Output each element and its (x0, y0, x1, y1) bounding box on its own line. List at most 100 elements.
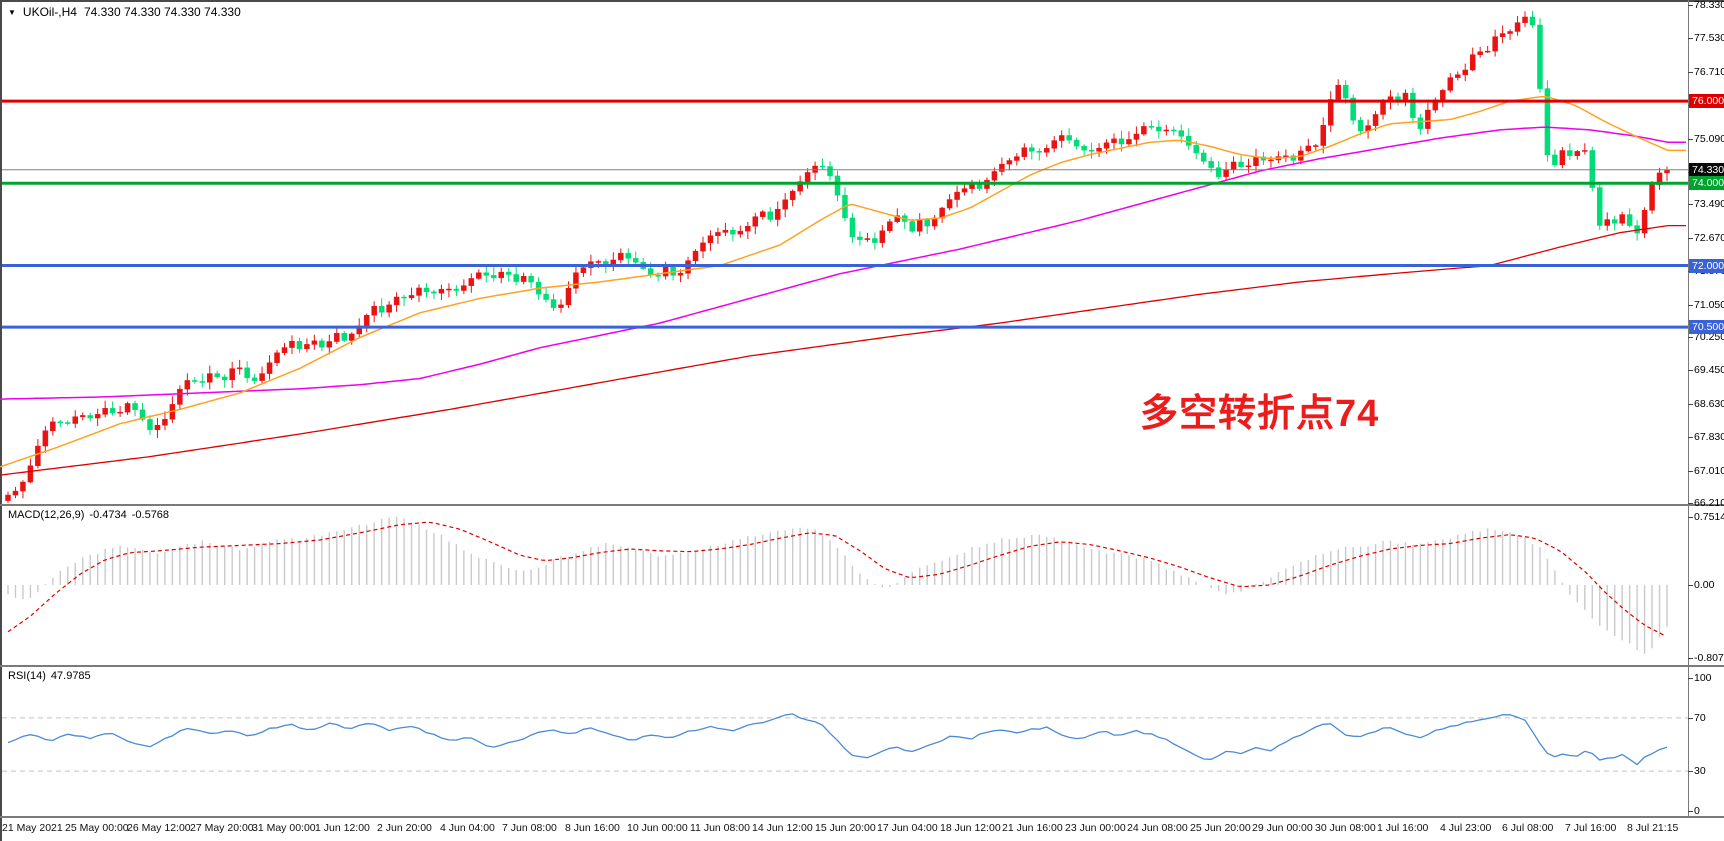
time-label: 4 Jul 23:00 (1440, 822, 1492, 834)
price-tick-label: 67.830 (1694, 431, 1724, 443)
price-tick-mark (1688, 238, 1693, 239)
price-tick-label: 78.330 (1694, 0, 1724, 11)
price-tick-mark (1688, 404, 1693, 405)
time-label: 7 Jul 16:00 (1565, 822, 1617, 834)
time-label: 8 Jul 21:15 (1627, 822, 1679, 834)
price-tick-mark (1688, 204, 1693, 205)
time-label: 4 Jun 04:00 (440, 822, 495, 834)
price-tick-label: 66.210 (1694, 497, 1724, 509)
price-badge-74.000: 74.000 (1689, 176, 1724, 190)
time-label: 17 Jun 04:00 (877, 822, 938, 834)
time-label: 25 May 00:00 (65, 822, 129, 834)
price-tick-label: 71.050 (1694, 299, 1724, 311)
price-tick-mark (1688, 437, 1693, 438)
time-label: 11 Jun 08:00 (690, 822, 750, 834)
time-label: 14 Jun 12:00 (752, 822, 813, 834)
time-label: 2 Jun 20:00 (377, 822, 432, 834)
time-label: 25 Jun 20:00 (1190, 822, 1251, 834)
rsi-tick-mark (1688, 811, 1693, 812)
macd-value-signal: -0.5768 (131, 509, 170, 521)
window-border-top (0, 0, 1724, 2)
rsi-label: RSI(14) 47.9785 (8, 670, 91, 682)
price-tick-mark (1688, 139, 1693, 140)
panel-divider-macd-rsi[interactable] (0, 665, 1724, 667)
annotation-text: 多空转折点74 (1140, 393, 1380, 435)
time-label: 26 May 12:00 (127, 822, 191, 834)
ma-slow-line (0, 224, 1686, 476)
price-tick-label: 72.670 (1694, 232, 1724, 244)
time-label: 10 Jun 00:00 (627, 822, 688, 834)
price-tick-mark (1688, 370, 1693, 371)
rsi-tick-label: 100 (1694, 672, 1712, 684)
ma-fast-line (0, 95, 1686, 468)
price-tick-mark (1688, 305, 1693, 306)
time-label: 29 Jun 00:00 (1252, 822, 1313, 834)
rsi-tick-mark (1688, 718, 1693, 719)
price-badge-76.000: 76.000 (1689, 94, 1724, 108)
time-label: 15 Jun 20:00 (815, 822, 876, 834)
price-tick-mark (1688, 503, 1693, 504)
rsi-tick-label: 0 (1694, 805, 1700, 817)
rsi-levels (2, 717, 1688, 772)
rsi-canvas[interactable] (0, 667, 1724, 816)
chart-header: ▼ UKOil-,H4 74.330 74.330 74.330 74.330 (8, 5, 241, 19)
time-label: 21 May 2021 (2, 822, 63, 834)
macd-canvas[interactable] (0, 506, 1724, 665)
macd-label: MACD(12,26,9) -0.4734 -0.5768 (8, 509, 169, 521)
price-tick-mark (1688, 38, 1693, 39)
price-tick-label: 73.490 (1694, 198, 1724, 210)
price-tick-label: 69.450 (1694, 364, 1724, 376)
horizontal-levels-layer[interactable] (2, 99, 1688, 329)
time-label: 8 Jun 16:00 (565, 822, 620, 834)
ohlc-quotes: 74.330 74.330 74.330 74.330 (83, 5, 241, 19)
price-tick-label: 67.010 (1694, 465, 1724, 477)
macd-tick-mark (1688, 585, 1693, 586)
ma-mid-line (0, 126, 1686, 400)
macd-value-main: -0.4734 (89, 509, 127, 521)
time-label: 6 Jul 08:00 (1502, 822, 1554, 834)
symbol-label: UKOil-,H4 (22, 5, 77, 19)
main-chart-canvas[interactable] (0, 0, 1724, 504)
rsi-tick-label: 30 (1694, 765, 1706, 777)
price-badge-70.500: 70.500 (1689, 320, 1724, 334)
macd-tick-label: 0.00 (1694, 579, 1715, 591)
candles-layer (5, 10, 1670, 504)
price-tick-label: 70.250 (1694, 331, 1724, 343)
window-border-left (0, 0, 2, 841)
rsi-tick-label: 70 (1694, 712, 1706, 724)
price-badge-72.000: 72.000 (1689, 259, 1724, 273)
macd-indicator-name: MACD(12,26,9) (8, 509, 85, 521)
price-tick-label: 68.630 (1694, 398, 1724, 410)
symbol-dropdown-icon[interactable]: ▼ (8, 8, 16, 17)
rsi-tick-mark (1688, 771, 1693, 772)
price-tick-mark (1688, 471, 1693, 472)
time-label: 7 Jun 08:00 (502, 822, 557, 834)
price-tick-mark (1688, 72, 1693, 73)
time-label: 18 Jun 12:00 (940, 822, 1001, 834)
time-label: 21 Jun 16:00 (1002, 822, 1063, 834)
time-label: 24 Jun 08:00 (1127, 822, 1188, 834)
price-tick-label: 76.710 (1694, 66, 1724, 78)
time-label: 23 Jun 00:00 (1065, 822, 1126, 834)
rsi-indicator-name: RSI(14) (8, 670, 46, 682)
panel-divider-rsi-time (0, 816, 1724, 818)
time-label: 1 Jul 16:00 (1377, 822, 1429, 834)
macd-tick-label: -0.8076 (1694, 652, 1724, 664)
panel-divider-main-macd[interactable] (0, 504, 1724, 506)
macd-tick-label: 0.7514 (1694, 511, 1724, 523)
price-tick-label: 75.090 (1694, 133, 1724, 145)
rsi-tick-mark (1688, 678, 1693, 679)
macd-tick-mark (1688, 517, 1693, 518)
time-label: 31 May 00:00 (252, 822, 316, 834)
price-tick-mark (1688, 5, 1693, 6)
macd-signal-line (7, 521, 1665, 636)
rsi-line (7, 713, 1668, 766)
price-tick-label: 77.530 (1694, 32, 1724, 44)
macd-histogram (7, 516, 1668, 654)
macd-tick-mark (1688, 658, 1693, 659)
price-axis-divider (1688, 0, 1689, 816)
time-label: 1 Jun 12:00 (315, 822, 370, 834)
price-tick-mark (1688, 337, 1693, 338)
time-axis[interactable]: 21 May 2021 25 May 00:00 26 May 12:00 27 Ma… (0, 818, 1724, 841)
